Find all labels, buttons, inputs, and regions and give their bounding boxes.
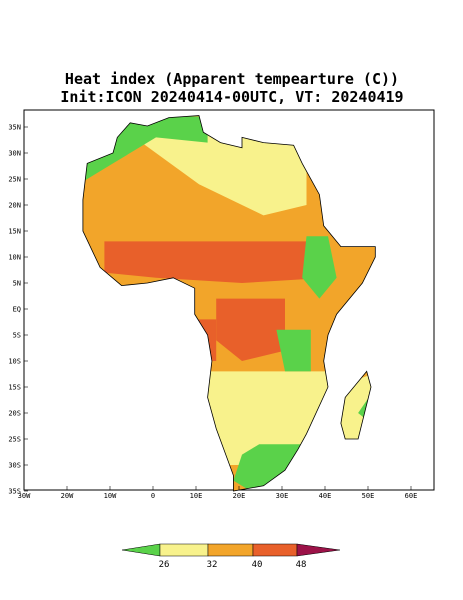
heat-region xyxy=(199,371,328,465)
land xyxy=(82,115,376,492)
lon-label: 20W xyxy=(61,492,74,500)
colorbar-low xyxy=(121,543,161,557)
lat-label: 30N xyxy=(8,150,21,158)
title-line-1: Heat index (Apparent tempearture (C)) xyxy=(65,70,399,88)
lon-label: 40E xyxy=(319,492,332,500)
colorbar-label: 32 xyxy=(207,560,218,570)
lon-label: 50E xyxy=(362,492,375,500)
colorbar-bin xyxy=(159,543,209,557)
lon-label: 10E xyxy=(190,492,203,500)
lon-label: 60E xyxy=(405,492,418,500)
lat-label: 20N xyxy=(8,202,21,210)
lat-label: 20S xyxy=(8,410,21,418)
lat-label: 35N xyxy=(8,124,21,132)
coastline xyxy=(82,115,376,492)
lat-label: 15S xyxy=(8,384,21,392)
lat-label: 25N xyxy=(8,176,21,184)
lat-label: 35S xyxy=(8,488,21,496)
heat-region xyxy=(216,298,285,361)
colorbar-label: 48 xyxy=(296,560,307,570)
lat-label: EQ xyxy=(13,306,21,314)
lat-label: 5N xyxy=(13,280,21,288)
title-line-2: Init:ICON 20240414-00UTC, VT: 20240419 xyxy=(60,88,403,106)
colorbar-high xyxy=(296,543,341,557)
lon-label: 0 xyxy=(151,492,155,500)
lon-label: 30E xyxy=(276,492,289,500)
heat-region xyxy=(276,329,311,372)
ticks: 35N 30N 25N 20N 15N 10N 5N EQ 5S 10S 15S 20S 25S 30S 3… xyxy=(8,124,417,501)
lat-label: 10S xyxy=(8,358,21,366)
colorbar-bin xyxy=(207,543,254,557)
colorbar: 26 32 40 48 xyxy=(121,543,341,570)
lon-label: 10W xyxy=(104,492,117,500)
lat-label: 30S xyxy=(8,462,21,470)
heat-region xyxy=(302,236,337,299)
colorbar-label: 26 xyxy=(159,560,170,570)
lat-label: 10N xyxy=(8,254,21,262)
lon-label: 20E xyxy=(233,492,246,500)
lat-label: 25S xyxy=(8,436,21,444)
lat-label: 5S xyxy=(13,332,21,340)
lat-label: 15N xyxy=(8,228,21,236)
heat-region xyxy=(104,241,329,283)
colorbar-label: 40 xyxy=(252,560,263,570)
lon-label: 30W xyxy=(18,492,31,500)
colorbar-bin xyxy=(252,543,298,557)
